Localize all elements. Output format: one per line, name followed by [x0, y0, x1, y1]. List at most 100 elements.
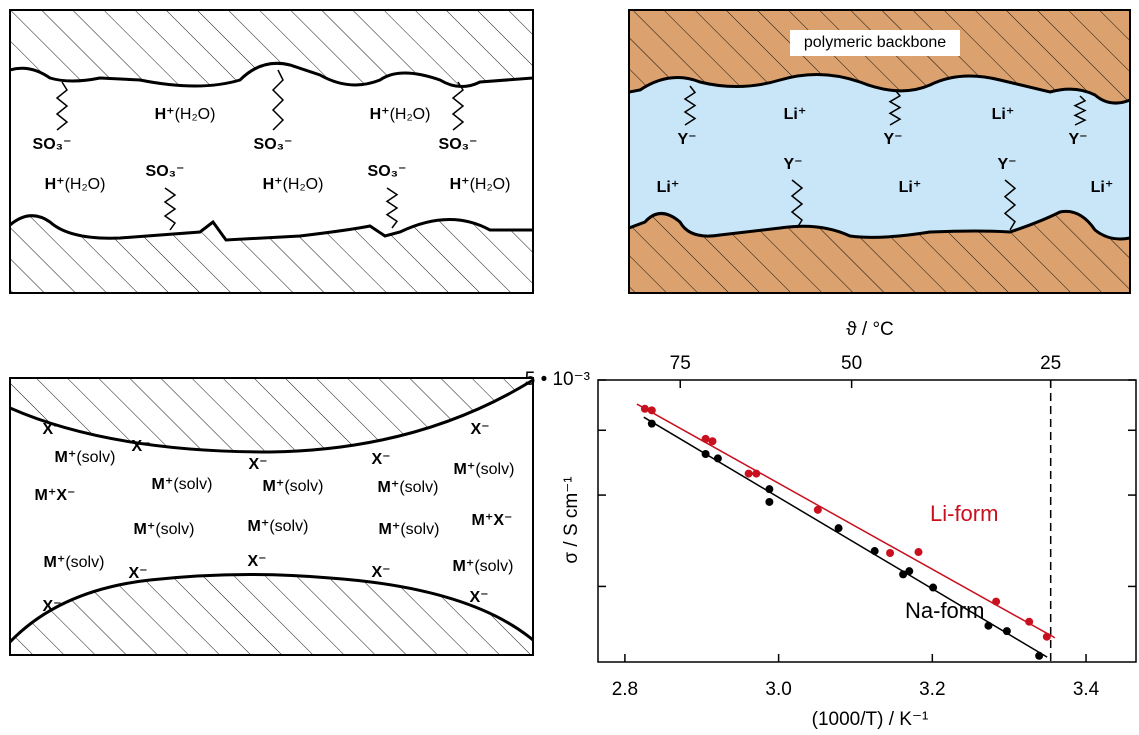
ion-label: X⁻: [42, 421, 61, 438]
ion: M⁺: [453, 558, 475, 575]
ion-label: Li⁺: [1091, 179, 1114, 196]
ion-label: Li⁺: [657, 179, 680, 196]
ion-label: M⁺X⁻: [35, 487, 76, 504]
side-chain: [165, 188, 175, 230]
ion: M⁺X⁻: [472, 512, 513, 529]
ion: H⁺: [450, 176, 470, 193]
x-tick-label: 2.8: [612, 679, 638, 700]
solvent: (solv): [475, 461, 514, 478]
ion: Y⁻: [997, 156, 1016, 173]
x2-tick-label: 75: [670, 353, 691, 374]
ion: M⁺: [378, 479, 400, 496]
ion: M⁺: [454, 461, 476, 478]
solvent: (H₂O): [283, 176, 324, 193]
ion-label: M⁺(solv): [152, 476, 213, 493]
ion-label: X⁻: [469, 589, 488, 606]
ion-label: X⁻: [247, 553, 266, 570]
solvent: (solv): [155, 521, 194, 538]
ion-label: H⁺(H₂O): [45, 176, 106, 193]
ion: M⁺: [379, 521, 401, 538]
ion: X⁻: [470, 421, 489, 438]
x-tick-label: 3.4: [1073, 679, 1100, 700]
data-point: [984, 622, 992, 630]
ion: Li⁺: [784, 106, 807, 123]
ion: Li⁺: [899, 179, 922, 196]
ion: X⁻: [42, 598, 61, 615]
ion: SO₃⁻: [254, 136, 293, 153]
ion-label: M⁺(solv): [263, 478, 324, 495]
ion-label: M⁺(solv): [378, 479, 439, 496]
solvent: (H₂O): [470, 176, 511, 193]
ion-label: Y⁻: [783, 156, 802, 173]
ion: M⁺: [134, 521, 156, 538]
solvent: (solv): [173, 476, 212, 493]
solvent: (solv): [269, 518, 308, 535]
data-point: [905, 567, 913, 575]
ion-label: H⁺(H₂O): [263, 176, 324, 193]
solvent: (solv): [65, 554, 104, 571]
ion-label: Y⁻: [1068, 131, 1087, 148]
solvent: (solv): [284, 478, 323, 495]
solvent: (solv): [400, 521, 439, 538]
ion: Li⁺: [1091, 179, 1114, 196]
ion: SO₃⁻: [439, 136, 478, 153]
side-chain: [273, 70, 283, 130]
data-point: [814, 506, 822, 514]
ion-label: M⁺(solv): [44, 554, 105, 571]
ion-label: M⁺(solv): [55, 449, 116, 466]
ion: X⁻: [131, 438, 150, 455]
solvent: (solv): [474, 558, 513, 575]
ion: H⁺: [263, 176, 283, 193]
ion: H⁺: [370, 106, 390, 123]
ion: M⁺X⁻: [35, 487, 76, 504]
series-label: Li-form: [930, 501, 998, 526]
ion: M⁺: [44, 554, 66, 571]
data-point: [1035, 652, 1043, 660]
x-tick-label: 3.0: [765, 679, 791, 700]
ion: X⁻: [128, 565, 147, 582]
ion-label: SO₃⁻: [254, 136, 293, 153]
ion-label: Y⁻: [883, 131, 902, 148]
data-point: [714, 454, 722, 462]
data-point: [1043, 633, 1051, 641]
ion-label: SO₃⁻: [146, 163, 185, 180]
ion: SO₃⁻: [146, 163, 185, 180]
ion-label: M⁺X⁻: [472, 512, 513, 529]
ion-label: M⁺(solv): [454, 461, 515, 478]
ion: M⁺: [248, 518, 270, 535]
data-point: [1003, 627, 1011, 635]
data-point: [871, 547, 879, 555]
plot-frame: [598, 380, 1136, 662]
ion-label: X⁻: [128, 565, 147, 582]
ion-label: H⁺(H₂O): [155, 106, 216, 123]
ion: X⁻: [248, 456, 267, 473]
ion-label: X⁻: [470, 421, 489, 438]
side-chain: [57, 82, 67, 130]
data-point: [835, 524, 843, 532]
ion: Li⁺: [657, 179, 680, 196]
y-tick-label: 5 • 10⁻³: [525, 369, 590, 390]
ion: X⁻: [247, 553, 266, 570]
y-axis-label: σ / S cm⁻¹: [561, 476, 582, 563]
ion: SO₃⁻: [33, 136, 72, 153]
page: {"panels": [ {"labels": [ {"ion": "SO₃⁻"…: [0, 0, 1139, 735]
ion-label: Y⁻: [677, 131, 696, 148]
ion: M⁺: [152, 476, 174, 493]
series-label: Na-form: [905, 598, 984, 623]
data-point: [765, 498, 773, 506]
ion: Y⁻: [1068, 131, 1087, 148]
ion-label: M⁺(solv): [134, 521, 195, 538]
ion-label: X⁻: [131, 438, 150, 455]
data-point: [702, 450, 710, 458]
panel-solvent: [10, 378, 533, 655]
ion-label: M⁺(solv): [248, 518, 309, 535]
ion: H⁺: [45, 176, 65, 193]
ion-label: Li⁺: [784, 106, 807, 123]
ion-label: Li⁺: [992, 106, 1015, 123]
data-point: [886, 549, 894, 557]
data-point: [745, 470, 753, 478]
ion: SO₃⁻: [368, 163, 407, 180]
ion: H⁺: [155, 106, 175, 123]
side-chain: [453, 82, 463, 130]
ion: X⁻: [42, 421, 61, 438]
